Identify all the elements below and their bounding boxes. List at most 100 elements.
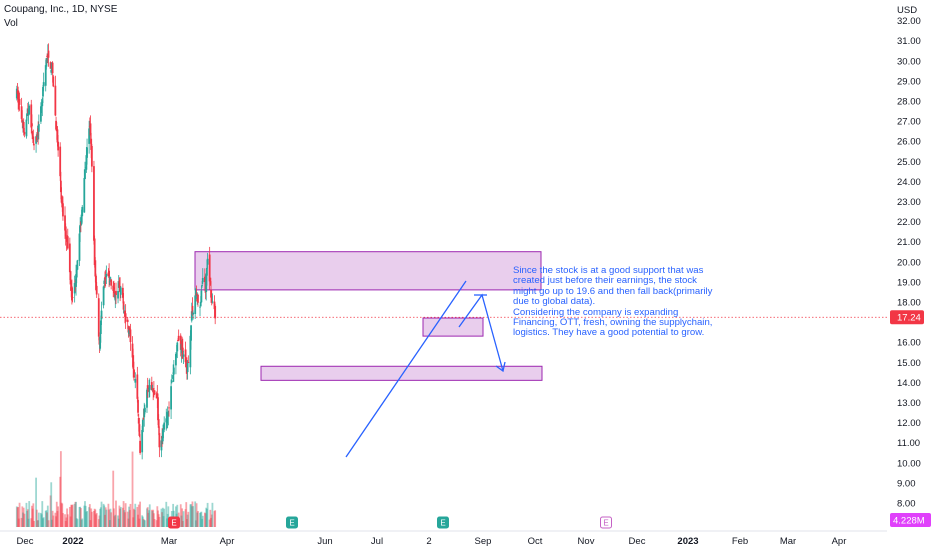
axes: USD32.0031.0030.0029.0028.0027.0026.0025… [0,5,931,547]
volume-bar [84,505,87,527]
volume-bar [199,512,201,527]
volume-bar [185,502,188,527]
last-price-badge [890,310,924,325]
price-tick-label: 28.00 [897,96,921,107]
volume-bar [157,510,159,527]
volume-bar [113,508,115,527]
candle-body [177,335,180,341]
volume-bar [133,509,136,527]
volume-bar [166,513,169,527]
support-resistance-zones [194,251,543,381]
candle-body [117,291,119,299]
candle-body [114,293,117,301]
candle-body [197,294,199,303]
volume-bar [117,515,119,527]
volume-bar [128,510,131,527]
candle-body [28,105,31,115]
candle-body [176,342,179,352]
volume-bar [195,503,198,527]
volume-bar [89,520,92,527]
volume-bar [102,503,105,527]
volume-bar [206,502,209,527]
volume-bar [41,501,44,527]
volume-bar [85,511,88,527]
candle-body [102,286,105,306]
candle-body [41,100,44,107]
volume-bar [80,519,83,527]
candle-body [85,155,88,170]
annotation-line: due to global data). [513,296,596,308]
candle-body [124,313,127,322]
volume-bar [187,511,190,527]
candle-body [42,86,44,97]
time-tick-label: Mar [780,536,796,547]
time-tick-label: 2 [426,536,431,547]
volume-bar [79,508,82,527]
candle-body [181,347,184,352]
candle-body [147,389,150,391]
volume-bar [47,520,50,527]
volume-bar [190,504,192,527]
candle-body [143,408,146,418]
volume-bar [142,518,145,527]
volume-bar [205,507,208,527]
volume-bar [40,512,42,527]
candle-body [99,320,102,335]
volume-bar [52,515,55,527]
candle-body [46,55,49,57]
candle-body [93,238,96,266]
volume-bar [46,512,49,527]
volume-bar [204,513,207,527]
volume-badge-label: 4.228M [893,516,925,527]
annotation-line: might go up to 19.6 and then fall back(p… [513,285,713,297]
candle-body [80,214,83,225]
volume-bar [184,509,187,527]
volume-bar [124,503,127,527]
volume-bar [105,509,108,527]
candle-body [83,177,86,213]
volume-bar [51,519,53,527]
volume-bar [141,515,144,527]
zone-box [260,365,543,381]
volume-bar [150,509,153,527]
candle-body [50,69,53,73]
candle-body [55,126,58,132]
volume-bar [123,510,126,527]
volume-badge [890,513,931,527]
candle-body [89,123,92,136]
volume-bar [161,507,164,527]
volume-bar [99,508,102,527]
volume-bar [176,504,179,527]
volume-bar [119,508,122,527]
volume-bar [115,500,117,527]
volume-bar [162,516,165,527]
volume-bar [146,508,148,527]
candle-body [133,375,136,378]
candle-body [25,119,28,137]
volume-bar [55,516,57,527]
price-tick-label: 13.00 [897,398,921,409]
volume-bar [210,514,213,527]
volume-bar [137,504,140,527]
volume-bar [88,507,91,527]
candle-body [99,336,102,349]
time-tick-label: Apr [220,536,235,547]
volume-bar [59,451,62,527]
candle-body [195,293,198,297]
candle-body [171,377,174,379]
candle-body [62,203,64,217]
price-tick-label: 20.00 [897,257,921,268]
candle-body [84,169,86,180]
volume-bar [108,520,111,527]
candle-body [31,131,34,140]
volume-bar [190,506,193,527]
candle-body [190,325,192,341]
candle-body [190,311,193,321]
candle-body [95,275,97,290]
candle-body [51,62,54,74]
volume-bar [64,520,67,527]
candle-body [138,424,141,436]
volume-bar [129,503,132,527]
candle-body [78,233,81,261]
